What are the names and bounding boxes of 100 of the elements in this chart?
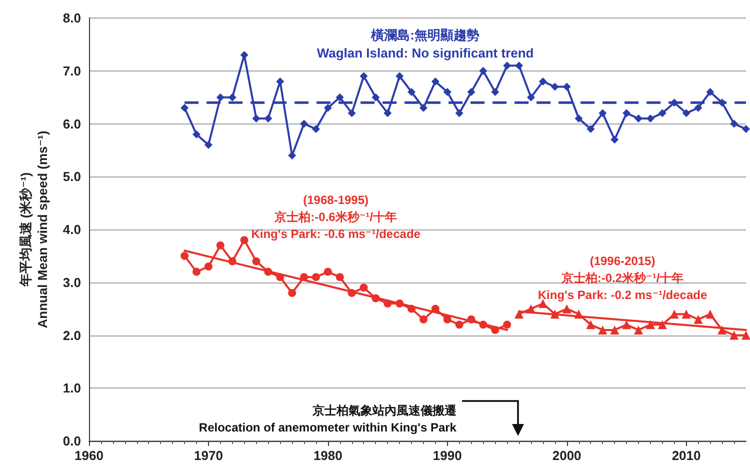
point	[228, 93, 236, 102]
point	[431, 77, 440, 86]
point	[550, 310, 560, 319]
y-tick-label: 4.0	[62, 222, 81, 237]
point	[300, 120, 308, 128]
y-tick-label: 5.0	[62, 169, 81, 184]
point	[252, 257, 260, 266]
point	[348, 109, 356, 118]
point	[718, 98, 726, 107]
y-tick-label: 3.0	[62, 274, 81, 290]
point	[526, 93, 535, 102]
point	[706, 310, 715, 319]
point	[682, 310, 691, 319]
y-tick-label: 2.0	[62, 328, 81, 343]
point	[718, 325, 727, 334]
point	[610, 136, 619, 144]
point	[670, 310, 679, 319]
point	[443, 88, 452, 96]
y-tick-label: 0.0	[62, 434, 81, 448]
x-tick-label: 1990	[432, 448, 462, 463]
point	[503, 62, 512, 70]
point	[216, 93, 224, 102]
point	[204, 140, 212, 149]
x-tick-label: 1970	[194, 448, 223, 463]
point	[634, 114, 642, 122]
point	[384, 300, 392, 308]
point	[694, 314, 703, 324]
point	[408, 88, 416, 96]
point	[670, 98, 678, 107]
point	[180, 104, 189, 112]
point	[742, 330, 750, 340]
point	[408, 304, 416, 313]
point	[455, 109, 464, 118]
point	[610, 325, 620, 334]
point	[276, 273, 284, 282]
point	[312, 273, 320, 282]
point	[336, 93, 344, 102]
point	[646, 320, 655, 330]
point	[324, 268, 332, 276]
point	[514, 310, 524, 319]
point	[228, 257, 236, 266]
point	[431, 304, 440, 313]
point	[384, 109, 392, 118]
point	[491, 88, 500, 96]
point	[562, 304, 572, 314]
point	[479, 66, 488, 75]
point	[419, 315, 428, 324]
point	[622, 109, 631, 118]
point	[324, 104, 332, 112]
point	[360, 72, 368, 80]
point	[491, 326, 500, 334]
point	[742, 125, 750, 134]
point	[574, 310, 584, 319]
point	[252, 114, 260, 122]
point	[312, 125, 320, 134]
point	[550, 82, 559, 91]
point	[730, 330, 739, 340]
ref-line-label: 橫瀾島:無明顯趨勢 Waglan Island: No significant trend	[316, 28, 534, 60]
annotation: 京士柏氣象站內風速儀搬遷 Relocation of anemometer within King's Park	[198, 404, 458, 434]
point	[204, 262, 212, 271]
point	[180, 252, 189, 260]
point	[598, 325, 608, 334]
point	[706, 88, 714, 96]
x-tick-label: 1960	[74, 448, 104, 463]
point	[658, 109, 666, 118]
point	[216, 241, 224, 250]
point	[682, 109, 690, 118]
point	[455, 320, 464, 329]
point	[276, 77, 284, 86]
point	[538, 77, 547, 86]
point	[360, 284, 368, 292]
y-tick-label: 1.0	[62, 380, 81, 396]
point	[192, 130, 201, 138]
point	[264, 268, 272, 276]
point	[526, 304, 536, 314]
point	[264, 114, 272, 122]
point	[467, 315, 476, 324]
x-tick-label: 2010	[672, 448, 701, 463]
point	[396, 72, 404, 80]
y-axis-title: 年平均風速 (米秒⁻¹) Annual Mean wind speed (ms⁻¹)	[18, 130, 50, 328]
point	[503, 320, 512, 329]
point	[658, 320, 667, 330]
point	[419, 104, 428, 112]
point	[694, 104, 702, 112]
text: (1968-1995) 京士柏:-0.6米秒⁻¹/十年 King's Park: -0.6 ms⁻¹/decade	[251, 193, 421, 242]
point	[192, 268, 201, 276]
point	[348, 288, 356, 297]
point	[396, 300, 404, 308]
x-tick-label: 1980	[313, 448, 342, 463]
point	[586, 320, 596, 330]
point	[443, 315, 452, 324]
point	[479, 320, 488, 329]
y-tick-label: 7.0	[62, 63, 81, 78]
point	[598, 109, 607, 118]
point	[300, 273, 308, 282]
point	[634, 325, 643, 334]
series-label: (1996-2015) 京士柏:-0.2米秒⁻¹/十年 King's Park: -0.2 ms⁻¹/decade	[538, 254, 708, 302]
point	[372, 294, 380, 302]
point	[372, 93, 380, 102]
point	[562, 82, 571, 91]
